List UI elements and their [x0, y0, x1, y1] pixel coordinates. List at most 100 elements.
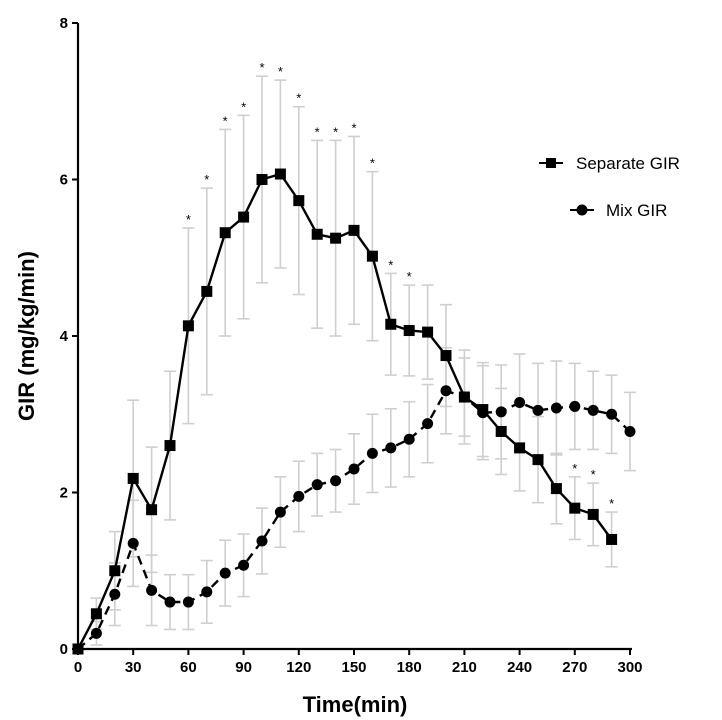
point-mix-16 — [366, 447, 378, 459]
point-separate-2 — [109, 565, 121, 577]
x-tick-label-10: 300 — [617, 659, 642, 676]
point-mix-7 — [201, 586, 213, 598]
significance-marker-10: * — [370, 156, 375, 171]
point-separate-0 — [72, 643, 84, 655]
point-separate-12 — [293, 195, 305, 207]
significance-marker-15: * — [609, 496, 614, 511]
point-mix-20 — [440, 385, 452, 397]
legend: Separate GIR Mix GIR — [539, 154, 680, 220]
significance-marker-13: * — [572, 461, 577, 476]
significance-marker-6: * — [296, 91, 301, 106]
point-mix-28 — [587, 404, 599, 416]
significance-marker-7: * — [315, 124, 320, 139]
significance-marker-5: * — [278, 64, 283, 79]
point-separate-5 — [164, 440, 176, 452]
point-separate-28 — [587, 508, 599, 520]
series-line-mix — [77, 389, 631, 650]
point-mix-8 — [219, 567, 231, 579]
point-separate-21 — [458, 391, 470, 403]
point-separate-24 — [514, 442, 526, 454]
point-mix-5 — [164, 596, 176, 608]
point-mix-30 — [624, 425, 636, 437]
significance-marker-2: * — [223, 113, 228, 128]
x-tick-label-1: 30 — [125, 659, 142, 676]
x-tick-label-9: 270 — [562, 659, 587, 676]
point-separate-29 — [606, 533, 618, 545]
point-separate-11 — [274, 168, 286, 180]
point-mix-15 — [348, 463, 360, 475]
point-mix-17 — [385, 442, 397, 454]
significance-marker-12: * — [407, 269, 412, 284]
significance-marker-14: * — [591, 467, 596, 482]
x-tick-label-7: 210 — [452, 659, 477, 676]
axes — [76, 23, 632, 651]
point-separate-18 — [403, 325, 415, 337]
x-tick-label-6: 180 — [397, 659, 422, 676]
ticks: 0 30 60 90 120 150 180 210 240 270 300 0 2 4 6 8 — [60, 15, 643, 676]
point-mix-18 — [403, 433, 415, 445]
point-separate-7 — [201, 285, 213, 297]
point-mix-27 — [569, 400, 581, 412]
x-tick-label-2: 60 — [180, 659, 197, 676]
x-tick-label-5: 150 — [341, 659, 366, 676]
point-mix-4 — [146, 584, 158, 596]
y-tick-label-1: 2 — [60, 485, 68, 502]
point-mix-12 — [293, 490, 305, 502]
legend-separate-label: Separate GIR — [576, 154, 680, 173]
point-mix-26 — [550, 402, 562, 414]
point-mix-11 — [274, 506, 286, 518]
significance-marker-9: * — [351, 120, 356, 135]
y-tick-label-4: 8 — [60, 15, 68, 32]
point-mix-14 — [330, 475, 342, 487]
point-separate-23 — [495, 425, 507, 437]
point-separate-22 — [477, 404, 489, 416]
x-tick-label-0: 0 — [74, 659, 82, 676]
point-mix-9 — [238, 559, 250, 571]
series-line-separate — [76, 172, 613, 650]
x-tick-label-8: 240 — [507, 659, 532, 676]
y-axis-title: GIR (mg/kg/min) — [14, 251, 39, 421]
y-tick-label-0: 0 — [60, 641, 68, 658]
significance-marker-11: * — [388, 257, 393, 272]
legend-item-mix: Mix GIR — [570, 201, 667, 220]
point-separate-16 — [366, 250, 378, 262]
point-mix-19 — [422, 418, 434, 430]
point-separate-13 — [311, 228, 323, 240]
point-mix-25 — [532, 404, 544, 416]
point-mix-1 — [90, 627, 102, 639]
point-separate-27 — [569, 502, 581, 514]
point-separate-20 — [440, 350, 452, 362]
series-markers — [72, 168, 636, 655]
point-separate-26 — [550, 483, 562, 495]
point-mix-13 — [311, 479, 323, 491]
legend-item-separate: Separate GIR — [539, 154, 680, 173]
significance-marker-1: * — [204, 172, 209, 187]
point-separate-10 — [256, 174, 268, 185]
point-mix-2 — [109, 588, 121, 600]
legend-mix-label: Mix GIR — [606, 201, 667, 220]
point-separate-4 — [146, 504, 158, 516]
y-tick-label-3: 6 — [60, 172, 68, 189]
point-separate-17 — [385, 318, 397, 330]
x-tick-label-3: 90 — [235, 659, 252, 676]
point-mix-29 — [606, 408, 618, 420]
point-mix-24 — [514, 397, 526, 409]
significance-marker-8: * — [333, 124, 338, 139]
point-separate-9 — [238, 211, 250, 223]
point-mix-10 — [256, 535, 268, 547]
point-mix-23 — [495, 406, 507, 418]
point-separate-14 — [330, 232, 342, 244]
legend-separate-marker — [546, 158, 556, 168]
point-separate-1 — [90, 608, 102, 620]
significance-markers: * * * * * * * * * * * * * * * * — [186, 60, 614, 511]
point-separate-19 — [422, 326, 434, 338]
point-separate-25 — [532, 454, 544, 466]
significance-marker-3: * — [241, 99, 246, 114]
y-tick-label-2: 4 — [60, 328, 69, 345]
point-separate-8 — [219, 227, 231, 239]
point-separate-3 — [127, 472, 139, 484]
point-mix-6 — [182, 596, 194, 608]
legend-mix-marker — [576, 204, 588, 216]
x-axis-title: Time(min) — [303, 692, 408, 717]
point-separate-15 — [348, 224, 360, 236]
